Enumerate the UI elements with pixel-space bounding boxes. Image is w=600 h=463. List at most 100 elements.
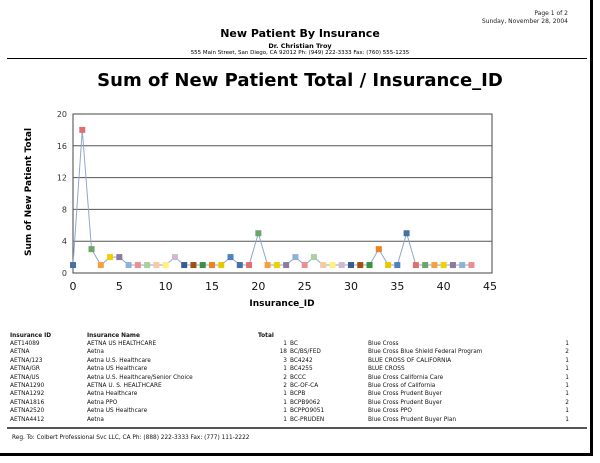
x-tick-label: 0: [70, 280, 77, 293]
data-point: [255, 230, 262, 237]
page-border: [0, 0, 593, 456]
y-axis-label: Sum of New Patient Total: [24, 128, 34, 256]
total: 3: [283, 357, 287, 364]
insurance-name: Blue Cross Prudent Buyer: [368, 399, 442, 406]
insurance-name: Blue Cross Blue Shield Federal Program: [368, 349, 483, 356]
data-point: [431, 262, 438, 269]
chart: 0 4 8 12 16 20 0 5 10 15 20 25 30 35 40 45 Sum of New P…: [24, 110, 497, 309]
insurance-name: Aetna US Healthcare: [87, 408, 148, 415]
data-point: [329, 262, 336, 269]
report-title: New Patient By Insurance: [220, 27, 380, 40]
insurance-id: AETNA/US: [10, 374, 40, 381]
data-point: [97, 262, 104, 269]
data-point: [134, 262, 141, 269]
data-point: [422, 262, 429, 269]
total: 1: [283, 366, 287, 373]
total: 18: [279, 349, 287, 356]
data-point: [338, 262, 345, 269]
data-point: [125, 262, 132, 269]
total: 2: [565, 399, 569, 406]
data-point: [301, 262, 308, 269]
data-point: [190, 262, 197, 269]
data-point: [459, 262, 466, 269]
insurance-id: BCPB9062: [290, 399, 321, 406]
total: 1: [565, 391, 569, 398]
data-point: [468, 262, 475, 269]
x-tick-label: 25: [298, 280, 312, 293]
x-tick-label: 35: [390, 280, 404, 293]
total: 2: [283, 374, 287, 381]
y-tick-label: 20: [57, 110, 67, 119]
practice-address: 555 Main Street, San Diego, CA 92012 Ph:…: [190, 50, 410, 56]
chart-title: Sum of New Patient Total / Insurance_ID: [97, 70, 503, 91]
data-point: [153, 262, 160, 269]
total: 1: [283, 391, 287, 398]
header-total: Total: [258, 333, 274, 339]
data-point: [292, 254, 299, 261]
total: 1: [565, 357, 569, 364]
data-point: [144, 262, 151, 269]
data-point: [246, 262, 253, 269]
data-point: [320, 262, 327, 269]
data-point: [394, 262, 401, 269]
insurance-id: BC/BS/FED: [290, 349, 321, 356]
data-point: [449, 262, 456, 269]
insurance-id: AETNA4412: [10, 416, 45, 423]
insurance-name: BLUE CROSS OF CALIFORNIA: [368, 357, 452, 364]
insurance-id: BCPB: [290, 391, 306, 398]
x-tick-label: 10: [159, 280, 173, 293]
y-tick-label: 16: [57, 142, 67, 151]
insurance-name: Blue Cross Prudent Buyer Plan: [368, 416, 457, 423]
insurance-name: Blue Cross: [368, 341, 399, 347]
total: 1: [283, 341, 287, 347]
header-insurance-id: Insurance ID: [10, 333, 52, 339]
plot-area: [72, 113, 493, 274]
x-tick-label: 45: [483, 280, 497, 293]
total: 1: [565, 416, 569, 423]
insurance-id: AETNA2520: [10, 408, 45, 415]
x-tick-label: 40: [437, 280, 451, 293]
data-point: [236, 262, 243, 269]
data-point: [412, 262, 419, 269]
insurance-id: BC: [290, 341, 298, 347]
data-point: [171, 254, 178, 261]
insurance-name: Aetna PPO: [87, 399, 118, 406]
data-point: [348, 262, 354, 269]
data-point: [375, 246, 382, 253]
insurance-id: BC-OF-CA: [290, 383, 319, 389]
y-tick-label: 4: [62, 237, 67, 246]
data-point: [366, 262, 373, 269]
footer-registration: Reg. To: Colbert Professional Svc LLC, C…: [12, 435, 250, 441]
insurance-id: AETNA1292: [10, 391, 45, 398]
insurance-id: AETNA/GR: [10, 366, 40, 373]
insurance-id: BCCC: [290, 374, 307, 381]
y-tick-label: 0: [62, 269, 67, 278]
report-date: Sunday, November 28, 2004: [481, 18, 568, 25]
total: 2: [565, 349, 569, 356]
insurance-id: AETNA/123: [10, 357, 43, 364]
insurance-name: Blue Cross California Care: [368, 374, 444, 381]
x-tick-label: 20: [251, 280, 265, 293]
data-point: [440, 262, 447, 269]
insurance-name: Aetna: [87, 416, 104, 423]
data-point: [116, 254, 123, 261]
x-axis-label: Insurance_ID: [249, 299, 314, 309]
data-point: [209, 262, 215, 269]
total: 1: [565, 408, 569, 415]
series-line: [72, 129, 472, 266]
insurance-name: Blue Cross Prudent Buyer: [368, 391, 442, 398]
x-tick-label: 30: [344, 280, 358, 293]
total: 1: [283, 416, 287, 423]
y-tick-label: 12: [57, 174, 67, 183]
data-point: [79, 126, 86, 133]
data-point: [88, 246, 95, 253]
total: 1: [565, 341, 569, 347]
total: 1: [565, 366, 569, 373]
insurance-name: Aetna U.S. Healthcare: [87, 357, 151, 364]
data-point: [357, 262, 364, 269]
insurance-name: Aetna Healthcare: [87, 391, 138, 398]
insurance-name: BLUE CROSS: [368, 366, 405, 373]
data-point: [273, 262, 280, 269]
y-tick-label: 8: [62, 205, 67, 214]
data-point: [107, 254, 114, 261]
